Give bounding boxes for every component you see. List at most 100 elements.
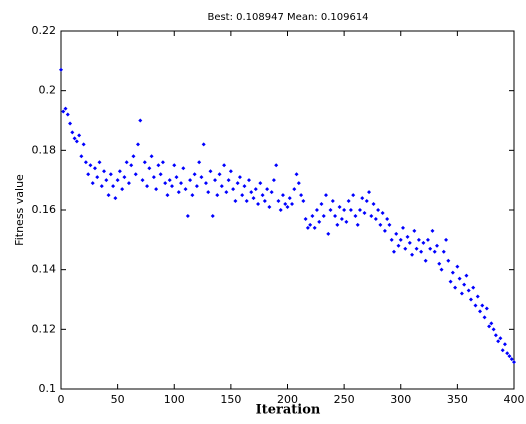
point (330, 199, 335, 204)
point (333, 213, 338, 218)
point (491, 327, 496, 332)
point (312, 225, 317, 230)
point (136, 142, 141, 147)
point (364, 199, 369, 204)
point (412, 228, 417, 233)
point (321, 213, 326, 218)
point (328, 208, 333, 212)
point (142, 160, 147, 165)
point (283, 202, 288, 207)
point (194, 184, 199, 189)
point (496, 339, 501, 344)
point (231, 187, 236, 192)
point (446, 258, 451, 263)
point (410, 252, 415, 257)
point (278, 208, 283, 212)
point (86, 172, 91, 177)
point (165, 193, 170, 198)
point (387, 222, 392, 227)
point (357, 208, 362, 212)
point (391, 249, 396, 254)
point (188, 178, 193, 183)
point (199, 175, 204, 180)
point (117, 169, 122, 174)
x-tick-label: 250 (334, 393, 355, 406)
point (174, 175, 179, 180)
point (434, 243, 439, 248)
point (493, 333, 498, 338)
point (509, 357, 514, 362)
point (120, 187, 125, 192)
point (106, 193, 111, 198)
point (303, 216, 308, 221)
point (242, 184, 247, 189)
point (79, 154, 84, 159)
y-tick-label: 0.22 (32, 24, 57, 37)
point (376, 208, 381, 212)
point (244, 199, 249, 204)
point (126, 181, 131, 186)
point (210, 213, 215, 218)
x-axis-title: Iteration (256, 403, 321, 418)
point (502, 342, 507, 347)
point (190, 193, 195, 198)
point (276, 199, 281, 204)
point (262, 199, 267, 204)
point (310, 213, 315, 218)
point (403, 246, 408, 251)
point (163, 181, 168, 186)
point (138, 118, 143, 123)
point (147, 166, 152, 171)
point (280, 193, 285, 198)
point (319, 202, 324, 207)
point (439, 267, 444, 272)
point (83, 160, 88, 165)
point (382, 228, 387, 233)
point (423, 258, 428, 263)
point (224, 190, 229, 195)
point (274, 163, 279, 168)
point (95, 175, 100, 180)
point (260, 193, 265, 198)
point (484, 306, 489, 311)
y-tick-label: 0.16 (32, 203, 57, 216)
point (208, 169, 213, 174)
point (351, 193, 356, 198)
point (500, 348, 505, 353)
point (102, 169, 107, 174)
point (251, 196, 256, 201)
point (219, 184, 224, 189)
point (140, 178, 145, 183)
point (192, 172, 197, 177)
point (256, 202, 261, 207)
point (108, 172, 113, 177)
point (111, 184, 116, 189)
point (353, 213, 358, 218)
x-tick-label: 350 (447, 393, 468, 406)
point (81, 142, 86, 147)
point (326, 231, 331, 236)
point (480, 303, 485, 308)
point (367, 190, 372, 195)
point (344, 219, 349, 224)
point (197, 160, 202, 165)
x-tick-label: 150 (220, 393, 241, 406)
point (201, 142, 206, 147)
point (482, 315, 487, 320)
point (249, 190, 254, 195)
point (389, 237, 394, 242)
point (176, 190, 181, 195)
point (369, 213, 374, 218)
point (160, 160, 165, 165)
point (459, 291, 464, 296)
point (290, 202, 295, 207)
point (371, 202, 376, 207)
point (271, 178, 276, 183)
point (428, 246, 433, 251)
point (314, 208, 319, 212)
point (131, 154, 136, 159)
point (398, 237, 403, 242)
point (324, 193, 329, 198)
point (158, 172, 163, 177)
point (425, 237, 430, 242)
